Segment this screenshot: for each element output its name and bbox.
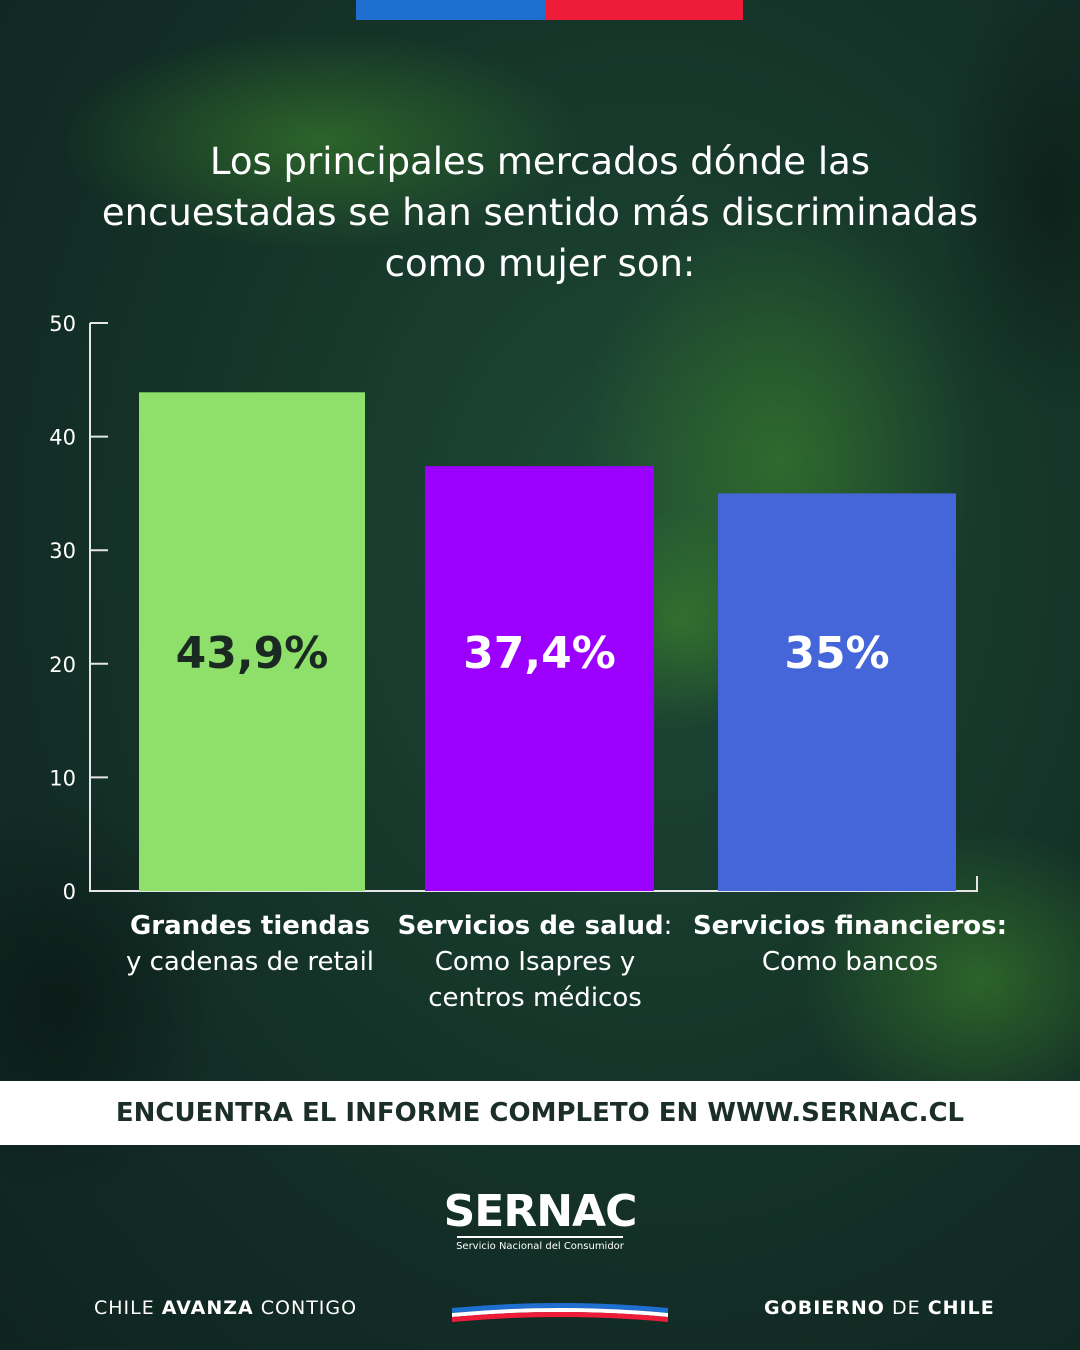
sernac-logo: SERNAC Servicio Nacional del Consumidor: [0, 1190, 1080, 1253]
y-tick-label-40: 40: [49, 426, 76, 450]
category-bold-2: Servicios de salud: [397, 911, 664, 941]
footer-government-part-2: DE: [884, 1297, 928, 1319]
flag-red-segment: [545, 0, 743, 20]
sernac-logo-divider: [457, 1236, 623, 1238]
category-subline-2-2: centros médicos: [428, 983, 642, 1013]
footer-government: GOBIERNO DE CHILE: [764, 1297, 995, 1319]
y-tick-label-10: 10: [49, 766, 76, 790]
footer-slogan-part-3: CONTIGO: [253, 1297, 358, 1319]
bar-2: [425, 466, 654, 891]
footer-slogan-part-1: CHILE: [94, 1297, 162, 1319]
category-bold-3: Servicios financieros:: [692, 911, 1008, 941]
footer-slogan: CHILE AVANZA CONTIGO: [94, 1297, 357, 1319]
sernac-logo-name: SERNAC: [443, 1186, 638, 1237]
y-tick-label-50: 50: [49, 312, 76, 336]
category-label-1: Grandes tiendas y cadenas de retail: [100, 908, 400, 980]
bar-chart: 0 10 20 30 40 50 43,9% 37,4% 35%: [49, 312, 978, 904]
category-title-1: Grandes tiendas: [100, 908, 400, 944]
category-bold-1: Grandes tiendas: [129, 911, 371, 941]
report-banner-text: ENCUENTRA EL INFORME COMPLETO EN WWW.SER…: [115, 1098, 965, 1128]
category-subline-2-1: Como Isapres y: [434, 947, 636, 977]
category-title-2: Servicios de salud:: [385, 908, 685, 944]
y-tick-label-30: 30: [49, 539, 76, 563]
category-label-2: Servicios de salud: Como Isapres y centros…: [385, 908, 685, 1016]
bar-value-label-2: 37,4%: [463, 628, 616, 679]
sernac-logo-subtitle: Servicio Nacional del Consumidor: [456, 1241, 624, 1252]
flag-blue-segment: [356, 0, 545, 20]
y-tick-label-20: 20: [49, 653, 76, 677]
bar-value-label-3: 35%: [784, 628, 889, 679]
report-banner: ENCUENTRA EL INFORME COMPLETO EN WWW.SER…: [0, 1081, 1080, 1145]
category-separator-2: :: [663, 911, 673, 941]
bar-1: [139, 392, 365, 891]
category-label-3: Servicios financieros: Como bancos: [680, 908, 1020, 980]
footer-government-part-1: GOBIERNO: [764, 1297, 885, 1319]
bar-value-label-1: 43,9%: [176, 628, 329, 679]
category-title-3: Servicios financieros:: [680, 908, 1020, 944]
chart-title: Los principales mercados dónde las encue…: [101, 140, 979, 285]
category-subline-3-1: Como bancos: [761, 947, 939, 977]
flag-stripe-top: [356, 0, 743, 20]
category-subline-1-1: y cadenas de retail: [125, 947, 375, 977]
chile-flag-swoosh-icon: [452, 1303, 668, 1322]
footer-government-part-3: CHILE: [927, 1297, 995, 1319]
footer-slogan-part-2: AVANZA: [161, 1297, 254, 1319]
y-tick-label-0: 0: [63, 880, 76, 904]
bar-3: [718, 493, 956, 891]
